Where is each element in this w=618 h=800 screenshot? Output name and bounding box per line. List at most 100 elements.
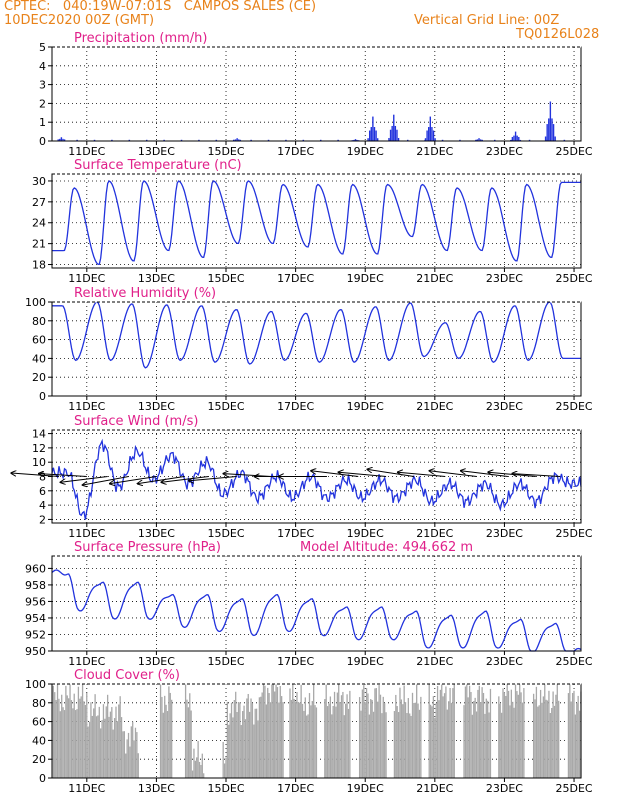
- xtick-label: 17DEC: [277, 527, 314, 540]
- xtick-label: 25DEC: [555, 782, 592, 795]
- cloud-bar: [194, 760, 196, 778]
- pressure-panel: 950 952 954 956 958 960 11DEC 13DEC 15DEC 17DEC 19…: [25, 540, 593, 668]
- cloud-bar: [93, 708, 95, 778]
- xtick-label: 23DEC: [486, 782, 523, 795]
- ytick-label: 80: [32, 315, 46, 328]
- ytick-label: 100: [25, 296, 46, 309]
- cloud-bar: [336, 692, 338, 778]
- cloud-bar: [169, 692, 171, 778]
- pressure-title: Surface Pressure (hPa): [74, 540, 221, 555]
- cloud-bar: [257, 720, 259, 778]
- cloud-bar: [164, 695, 166, 778]
- precip-bar: [510, 139, 512, 141]
- cloud-bar: [243, 705, 245, 778]
- rh-panel: 0 20 40 60 80 100 11DEC 13DEC 15DEC 17DEC 19DEC 21D…: [25, 286, 593, 413]
- ytick-label: 954: [25, 612, 46, 625]
- cloud-bar: [86, 693, 88, 778]
- cloud-bar: [222, 741, 224, 778]
- cloud-bar: [435, 703, 437, 778]
- precip-trace: [406, 139, 409, 141]
- cloud-bar: [333, 691, 336, 778]
- wind-arrow: [512, 474, 561, 477]
- cloud-bar: [377, 701, 379, 778]
- cloud-bar: [94, 694, 96, 778]
- cloud-bar: [274, 691, 276, 778]
- xtick-label: 19DEC: [347, 145, 384, 158]
- wind-arrow: [83, 476, 129, 486]
- cloud-bar: [247, 693, 249, 778]
- cloud-bar: [414, 702, 416, 778]
- precip-bar: [475, 139, 477, 141]
- run-date: 10DEC2020 00Z (GMT): [4, 13, 155, 28]
- cloud-bar: [431, 706, 433, 778]
- xtick-label: 11DEC: [68, 655, 105, 668]
- cloud-bar: [237, 702, 240, 778]
- cloud-bar: [480, 701, 482, 778]
- xtick-label: 15DEC: [207, 782, 244, 795]
- cloud-bar: [253, 724, 255, 778]
- cloud-bar: [132, 721, 134, 778]
- cloud-bar: [281, 696, 283, 778]
- precip-trace: [128, 139, 131, 141]
- pressure-series-line: [51, 569, 582, 652]
- cloud-bar: [517, 694, 519, 778]
- cloud-bar: [300, 684, 302, 778]
- rh-series-line: [52, 301, 581, 369]
- precip-bar: [518, 136, 520, 141]
- cloud-bar: [439, 689, 442, 778]
- ytick-label: 0: [39, 390, 46, 403]
- cloud-bar: [226, 701, 229, 778]
- ytick-label: 5: [39, 41, 46, 54]
- cloud-bar: [189, 693, 191, 778]
- ytick-label: 40: [32, 352, 46, 365]
- cloud-bar: [381, 713, 383, 778]
- cloud-bar: [553, 705, 556, 778]
- pressure-annotation: Model Altitude: 494.662 m: [300, 540, 473, 555]
- cloud-bar: [571, 693, 574, 778]
- precip-bar: [549, 101, 552, 141]
- cloud-bar: [126, 739, 128, 778]
- cloud-bar: [232, 717, 234, 778]
- cloud-bar: [315, 707, 318, 778]
- ytick-label: 30: [32, 175, 46, 188]
- temp-series-line: [52, 180, 581, 265]
- cloud-bar: [292, 684, 294, 778]
- cloud-bar: [402, 704, 404, 778]
- cloud-bar: [552, 691, 554, 778]
- xtick-label: 11DEC: [68, 272, 105, 285]
- cloud-bar: [251, 703, 254, 778]
- cloud-bar: [87, 726, 89, 778]
- cloud-bar: [84, 704, 87, 778]
- precip-bar: [63, 139, 66, 141]
- precip-trace: [215, 139, 218, 141]
- cloud-bar: [569, 684, 571, 778]
- precip-trace: [319, 139, 322, 141]
- station-title: CPTEC: 040:19W-07:01S CAMPOS SALES (CE): [4, 0, 317, 14]
- ytick-label: 0: [39, 135, 46, 148]
- cloud-bar: [534, 699, 536, 778]
- xtick-label: 11DEC: [68, 782, 105, 795]
- cloud-bar: [363, 685, 365, 778]
- ytick-label: 2: [39, 513, 46, 526]
- xtick-label: 23DEC: [486, 400, 523, 413]
- cloud-bar: [539, 689, 542, 778]
- xtick-label: 23DEC: [486, 655, 523, 668]
- cloud-bar: [271, 684, 273, 778]
- ytick-label: 20: [32, 371, 46, 384]
- cloud-bar: [513, 707, 515, 778]
- cloud-bar: [438, 700, 440, 778]
- cloud-bar: [546, 700, 549, 778]
- cloud-bar: [395, 694, 397, 778]
- precip-bar: [238, 139, 240, 141]
- cloud-bar: [236, 712, 238, 778]
- cloud-bar: [125, 753, 127, 778]
- cloud-bar: [76, 709, 78, 778]
- precip-bar: [60, 137, 63, 141]
- cloud-bar: [400, 699, 403, 778]
- cloud-bar: [307, 714, 309, 778]
- cloud-bar: [61, 694, 63, 778]
- cloud-bar: [532, 693, 535, 778]
- xtick-label: 13DEC: [138, 655, 175, 668]
- cloud-bar: [520, 692, 522, 778]
- ytick-label: 950: [25, 645, 46, 658]
